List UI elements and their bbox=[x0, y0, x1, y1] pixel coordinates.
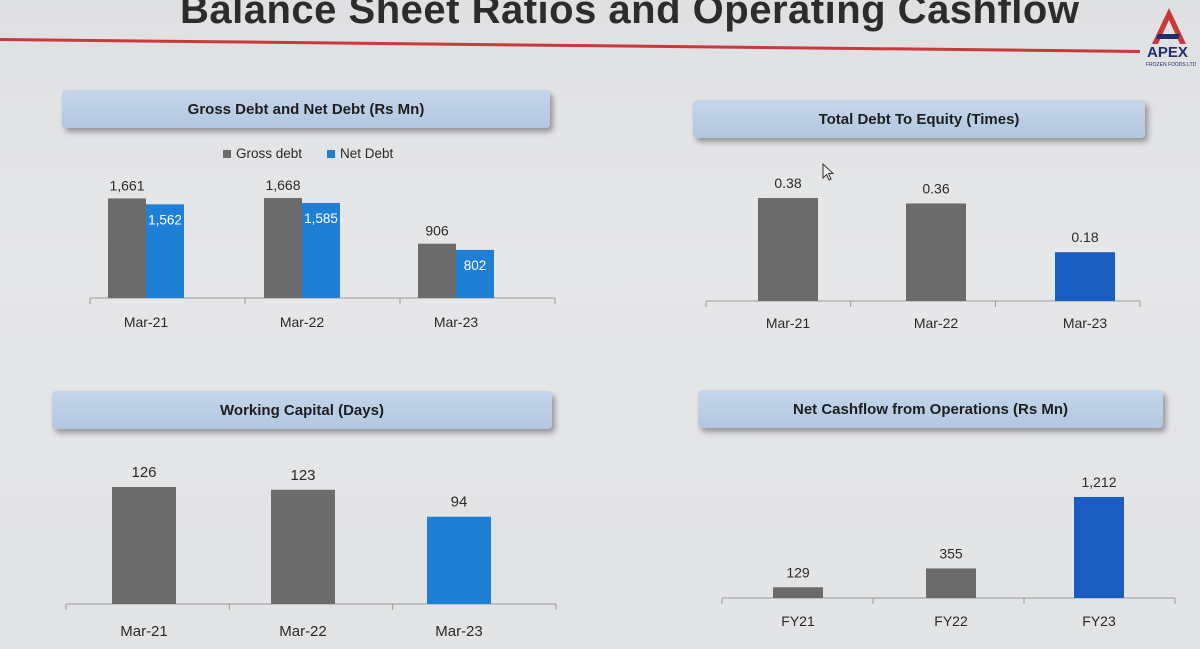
bar-net-cashflow-FY21 bbox=[773, 587, 823, 598]
bar-gross-net-debt-net-debt-Mar-22 bbox=[302, 202, 340, 298]
bar-gross-net-debt-net-debt-Mar-21 bbox=[146, 204, 184, 298]
data-label-net-cashflow-FY21: 129 bbox=[786, 564, 810, 580]
bar-gross-net-debt-gross-debt-Mar-21 bbox=[108, 198, 146, 298]
bar-debt-to-equity-Mar-22 bbox=[906, 203, 966, 301]
data-label-debt-to-equity-Mar-22: 0.36 bbox=[922, 180, 949, 196]
bar-gross-net-debt-gross-debt-Mar-23 bbox=[418, 243, 456, 298]
apex-triangle-logo-icon bbox=[1152, 8, 1186, 44]
chart-title-gross-net-debt: Gross Debt and Net Debt (Rs Mn) bbox=[62, 90, 550, 128]
x-tick-label-debt-to-equity-Mar-22: Mar-22 bbox=[914, 315, 959, 331]
x-tick-label-working-capital-Mar-22: Mar-22 bbox=[279, 623, 327, 640]
bar-debt-to-equity-Mar-21 bbox=[758, 198, 818, 301]
x-tick-label-net-cashflow-FY23: FY23 bbox=[1082, 613, 1116, 629]
data-label-working-capital-Mar-22: 123 bbox=[290, 467, 315, 484]
x-tick-label-working-capital-Mar-21: Mar-21 bbox=[120, 623, 168, 640]
x-tick-label-gross-net-debt-Mar-22: Mar-22 bbox=[280, 314, 325, 330]
x-tick-label-debt-to-equity-Mar-21: Mar-21 bbox=[766, 315, 811, 331]
x-tick-label-gross-net-debt-Mar-21: Mar-21 bbox=[124, 314, 169, 330]
x-tick-label-net-cashflow-FY21: FY21 bbox=[781, 613, 815, 629]
data-label-working-capital-Mar-21: 126 bbox=[131, 464, 156, 481]
data-label-net-cashflow-FY22: 355 bbox=[939, 545, 963, 561]
page-title: Balance Sheet Ratios and Operating Cashf… bbox=[180, 0, 1080, 32]
x-tick-label-gross-net-debt-Mar-23: Mar-23 bbox=[434, 314, 479, 330]
data-label-gross-net-debt-gross-Mar-21: 1,661 bbox=[109, 177, 144, 193]
chart-title-debt-to-equity: Total Debt To Equity (Times) bbox=[693, 100, 1145, 138]
chart-title-net-cashflow: Net Cashflow from Operations (Rs Mn) bbox=[698, 390, 1163, 428]
x-tick-label-working-capital-Mar-23: Mar-23 bbox=[435, 623, 483, 640]
data-label-gross-net-debt-net-Mar-23: 802 bbox=[464, 258, 487, 273]
data-label-gross-net-debt-net-Mar-21: 1,562 bbox=[148, 212, 182, 227]
data-label-debt-to-equity-Mar-21: 0.38 bbox=[774, 175, 801, 191]
chart-title-working-capital: Working Capital (Days) bbox=[52, 391, 552, 429]
logo-subtitle: FROZEN FOODS LTD bbox=[1146, 62, 1197, 68]
mouse-pointer-icon bbox=[822, 163, 835, 181]
data-label-net-cashflow-FY23: 1,212 bbox=[1081, 474, 1116, 490]
x-tick-label-net-cashflow-FY22: FY22 bbox=[934, 613, 968, 629]
data-label-gross-net-debt-net-Mar-22: 1,585 bbox=[304, 211, 338, 226]
bar-working-capital-Mar-23 bbox=[427, 516, 491, 604]
legend-swatch-gross-debt bbox=[223, 150, 231, 158]
legend-label-gross-debt: Gross debt bbox=[236, 146, 302, 161]
data-label-working-capital-Mar-23: 94 bbox=[451, 494, 468, 511]
logo-name: APEX bbox=[1147, 44, 1188, 61]
bar-net-cashflow-FY22 bbox=[926, 568, 976, 598]
data-label-debt-to-equity-Mar-23: 0.18 bbox=[1071, 229, 1098, 245]
x-tick-label-debt-to-equity-Mar-23: Mar-23 bbox=[1063, 315, 1108, 331]
legend-swatch-net-debt bbox=[327, 150, 335, 158]
data-label-gross-net-debt-gross-Mar-23: 906 bbox=[425, 223, 449, 239]
bar-gross-net-debt-gross-debt-Mar-22 bbox=[264, 198, 302, 298]
bar-debt-to-equity-Mar-23 bbox=[1055, 252, 1115, 301]
legend-label-net-debt: Net Debt bbox=[340, 146, 394, 161]
bar-working-capital-Mar-21 bbox=[112, 487, 176, 604]
bar-gross-net-debt-net-debt-Mar-23 bbox=[456, 249, 494, 298]
bar-net-cashflow-FY23 bbox=[1074, 497, 1124, 598]
data-label-gross-net-debt-gross-Mar-22: 1,668 bbox=[265, 177, 300, 193]
bar-working-capital-Mar-22 bbox=[271, 489, 335, 604]
